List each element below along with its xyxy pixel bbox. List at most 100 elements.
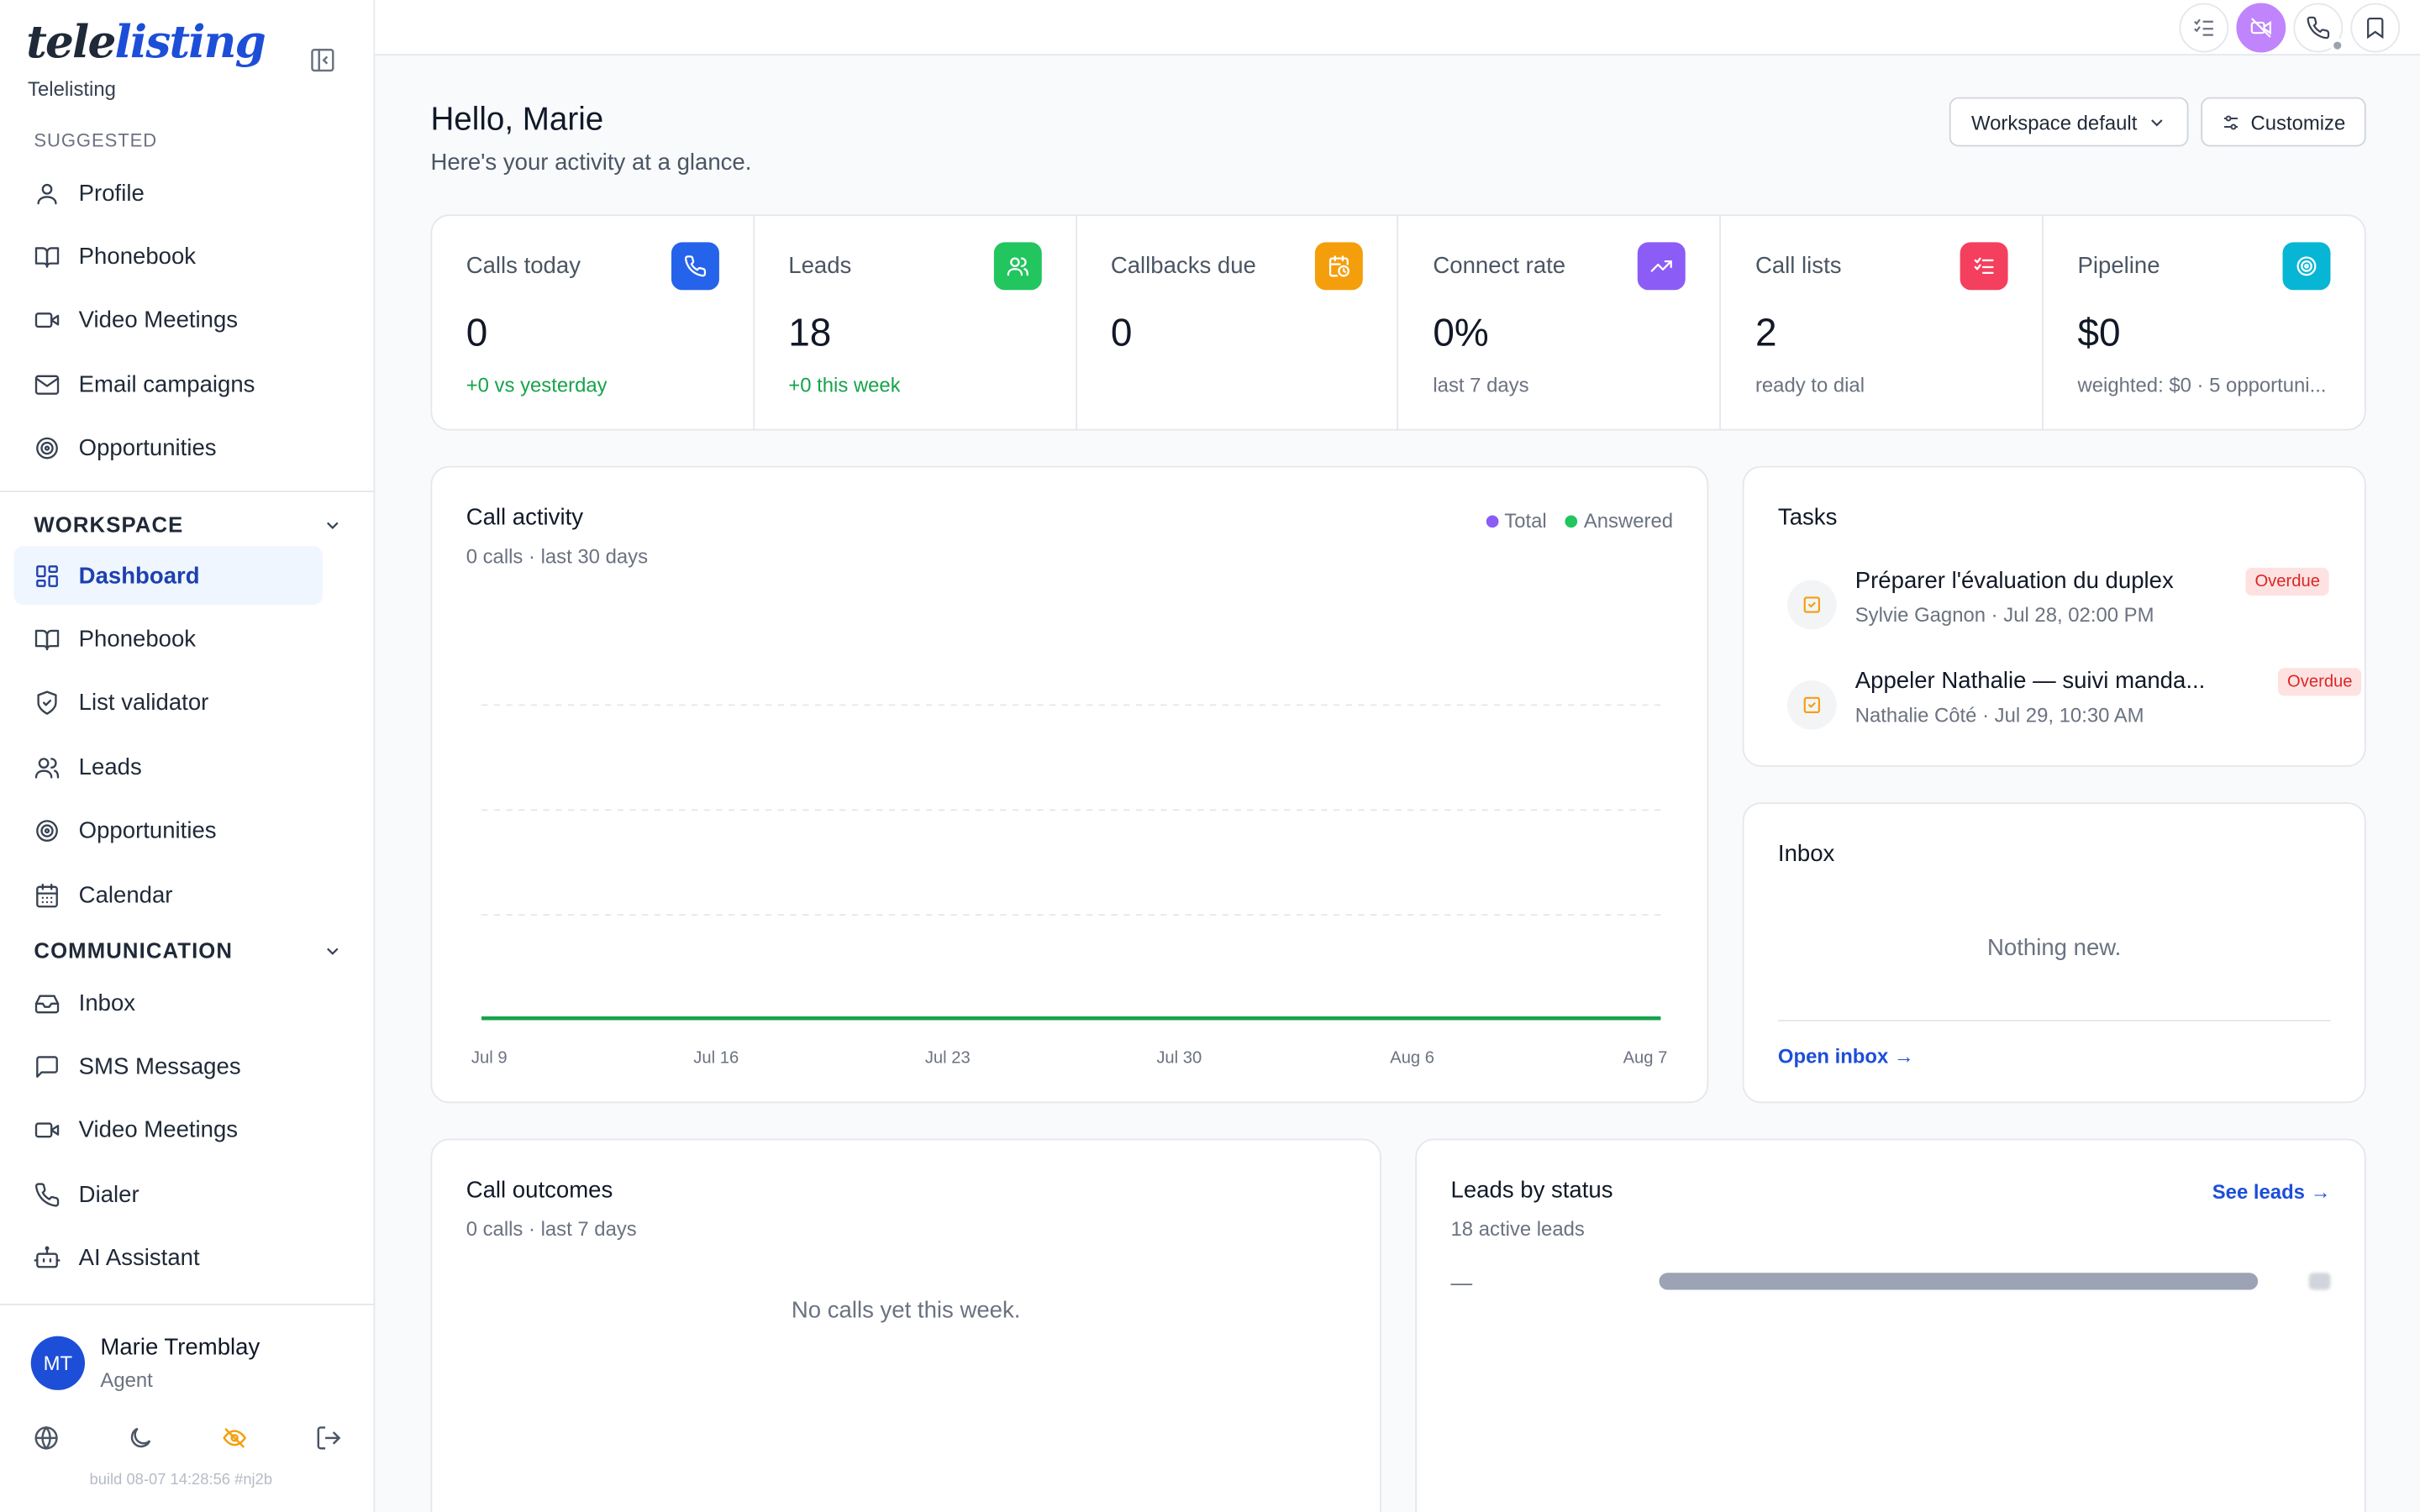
suggested-label: SUGGESTED (34, 129, 158, 152)
sidebar-collapse-icon[interactable] (308, 46, 336, 74)
sidebar-item-opportunities[interactable]: Opportunities (14, 419, 323, 478)
stat-connect-rate[interactable]: Connect rate 0% last 7 days (1399, 216, 1722, 429)
sidebar-divider (0, 491, 376, 492)
dialer-button[interactable] (2293, 3, 2345, 53)
sidebar-item-video-meetings[interactable]: Video Meetings (14, 1101, 323, 1160)
moon-icon[interactable] (127, 1424, 155, 1452)
sidebar-item-email-campaigns[interactable]: Email campaigns (14, 355, 323, 414)
sidebar-item-label: List validator (78, 690, 209, 717)
sidebar-item-leads[interactable]: Leads (14, 738, 323, 796)
stat-icon-badge (993, 242, 1042, 291)
globe-icon[interactable] (33, 1424, 60, 1452)
phone-icon (34, 1182, 60, 1207)
inbox-card: Inbox Nothing new. Open inbox → (1742, 802, 2366, 1104)
card-title: Call outcomes (466, 1177, 613, 1204)
stat-callbacks-due[interactable]: Callbacks due 0 (1076, 216, 1399, 429)
users-icon (1007, 257, 1028, 276)
bot-icon (34, 1246, 60, 1268)
avatar[interactable]: MT (30, 1336, 86, 1390)
sidebar-item-video-meetings[interactable]: Video Meetings (14, 291, 323, 350)
stat-label: Call lists (1754, 253, 1842, 280)
list-check-icon (2194, 18, 2213, 36)
sidebar-item-inbox[interactable]: Inbox (14, 974, 323, 1032)
open-inbox-link[interactable]: Open inbox → (1777, 1044, 1914, 1068)
task-item[interactable]: Préparer l'évaluation du duplex Overdue Sy… (1786, 567, 2330, 645)
calendar-clock-icon (1329, 255, 1350, 277)
stat-value: 0 (1110, 312, 1133, 355)
stat-subtext: +0 this week (788, 373, 901, 397)
workspace-label: WORKSPACE (34, 512, 184, 538)
stat-pipeline[interactable]: Pipeline $0 weighted: $0 · 5 opportuni... (2044, 216, 2365, 428)
grid-icon (36, 564, 58, 586)
overdue-badge: Overdue (2245, 567, 2330, 596)
stat-subtext: last 7 days (1433, 373, 1529, 397)
user-name: Marie Tremblay (100, 1334, 260, 1362)
status-row-count (2308, 1273, 2331, 1290)
user-role: Agent (100, 1368, 153, 1392)
video-off-button[interactable] (2236, 3, 2286, 53)
bookmark-button[interactable] (2350, 3, 2401, 53)
chevron-down-icon (327, 521, 339, 529)
status-bar-fill[interactable] (1659, 1273, 2259, 1290)
page-subtitle: Here's your activity at a glance. (430, 150, 752, 176)
sidebar-item-phonebook[interactable]: Phonebook (14, 228, 323, 286)
task-title: Appeler Nathalie — suivi manda... (1854, 668, 2206, 695)
call-activity-chart: Jul 9 Jul 16 Jul 23 Jul 30 Aug 6 Aug 7 (471, 704, 1668, 1068)
list-check-icon (1974, 257, 1994, 275)
stat-value: $0 (2077, 312, 2121, 355)
dashboard-main: Hello, Marie Here's your activity at a g… (375, 55, 2420, 1512)
see-leads-link[interactable]: See leads → (2212, 1180, 2331, 1204)
sidebar: telelisting Telelisting SUGGESTED Profil… (0, 0, 376, 1512)
sidebar-item-label: Video Meetings (78, 307, 239, 334)
sidebar-item-dashboard[interactable]: Dashboard (13, 546, 323, 606)
legend-item-answered[interactable]: Answered (1565, 509, 1673, 533)
eye-off-icon[interactable] (221, 1424, 249, 1452)
tasks-card: Tasks Préparer l'évaluation du duplex Ove… (1742, 465, 2366, 767)
tasks-button[interactable] (2179, 3, 2229, 53)
video-icon (34, 1122, 60, 1138)
leads-by-status-card: Leads by status 18 active leads See lead… (1415, 1138, 2366, 1512)
stat-calls-today[interactable]: Calls today 0 +0 vs yesterday (432, 216, 755, 429)
chart-x-tick-label: Jul 23 (925, 1049, 971, 1068)
sidebar-item-phonebook[interactable]: Phonebook (14, 610, 323, 669)
chart-legend: Total Answered (1486, 509, 1673, 533)
inbox-empty-state: Nothing new. (1987, 935, 2122, 962)
sidebar-item-label: Video Meetings (78, 1117, 239, 1144)
book-icon (34, 247, 60, 268)
status-row-label: — (1450, 1269, 1473, 1295)
logout-icon[interactable] (315, 1424, 343, 1452)
workspace-section-toggle[interactable]: WORKSPACE (34, 512, 342, 537)
task-icon-wrap (1786, 680, 1837, 730)
legend-item-total[interactable]: Total (1486, 509, 1547, 533)
card-title: Tasks (1777, 504, 1838, 531)
task-meta: Sylvie Gagnon · Jul 28, 02:00 PM (1854, 603, 2154, 627)
sidebar-item-opportunities[interactable]: Opportunities (14, 801, 323, 860)
sidebar-item-label: Inbox (78, 990, 136, 1016)
chart-x-tick-label: Aug 7 (1623, 1049, 1668, 1068)
build-info: build 08-07 14:28:56 #nj2b (89, 1472, 273, 1489)
sidebar-item-dialer[interactable]: Dialer (14, 1165, 323, 1224)
task-check-icon (1803, 596, 1820, 613)
sidebar-item-label: Dashboard (78, 562, 200, 589)
stat-leads[interactable]: Leads 18 +0 this week (755, 216, 1077, 429)
brand-logo[interactable]: telelisting (26, 15, 266, 68)
workspace-select-value: Workspace default (1971, 110, 2138, 134)
card-title: Inbox (1777, 841, 1835, 868)
sidebar-item-label: Phonebook (78, 626, 197, 653)
sidebar-item-calendar[interactable]: Calendar (14, 865, 323, 924)
stat-call-lists[interactable]: Call lists 2 ready to dial (1722, 216, 2044, 429)
sidebar-item-ai-assistant[interactable]: AI Assistant (14, 1229, 323, 1288)
customize-button[interactable]: Customize (2201, 97, 2366, 147)
task-item[interactable]: Appeler Nathalie — suivi manda... Overdue… (1786, 668, 2362, 745)
communication-section-toggle[interactable]: COMMUNICATION (34, 938, 342, 963)
sidebar-item-list-validator[interactable]: List validator (14, 674, 323, 732)
sidebar-item-sms-messages[interactable]: SMS Messages (14, 1037, 323, 1096)
card-title: Call activity (466, 504, 584, 531)
target-icon (2296, 256, 2317, 276)
mail-icon (34, 375, 60, 395)
phone-icon (2307, 16, 2330, 39)
brand-subtitle: Telelisting (28, 76, 116, 101)
status-bar-track (1659, 1273, 2259, 1290)
workspace-select[interactable]: Workspace default (1949, 97, 2189, 147)
sidebar-item-profile[interactable]: Profile (14, 164, 323, 223)
